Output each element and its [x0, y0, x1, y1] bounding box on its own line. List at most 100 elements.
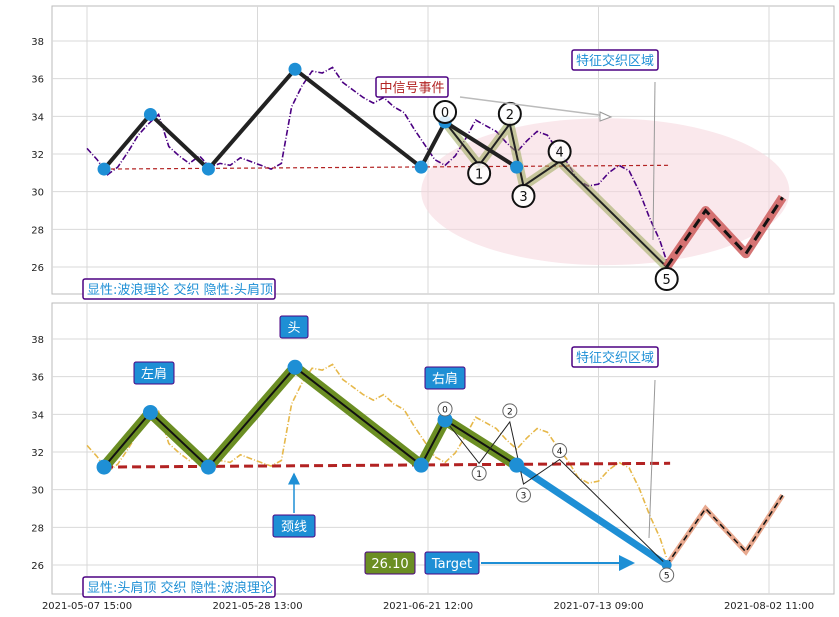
pattern-node — [201, 162, 215, 176]
pattern-node — [287, 359, 303, 375]
event-label-box — [375, 76, 449, 98]
wave-label: 2 — [506, 108, 514, 123]
pattern-node — [143, 107, 157, 121]
top-wave-labels: 0 1 2 3 4 5 — [433, 99, 679, 291]
wave-label: 2 — [507, 407, 513, 417]
pattern-node — [142, 404, 158, 420]
x-tick-label: 2021-06-21 12:00 — [383, 601, 473, 612]
y-tick-label: 38 — [31, 37, 44, 48]
head-label: 头 — [287, 321, 300, 336]
target-label: Target — [431, 557, 472, 572]
wave-label-ring — [659, 567, 675, 583]
wave-label: 0 — [442, 405, 448, 415]
y-tick-label: 28 — [31, 523, 44, 534]
wave-label-ring — [547, 139, 572, 164]
bottom-wave-line — [444, 419, 668, 566]
wave-label-ring — [433, 99, 458, 124]
pattern-node — [509, 457, 525, 473]
right-shoulder-label: 右肩 — [432, 371, 458, 387]
x-tick-label: 2021-05-07 15:00 — [42, 601, 132, 612]
wave-label: 4 — [555, 146, 563, 161]
y-tick-label: 28 — [31, 225, 44, 236]
x-tick-label: 2021-05-28 13:00 — [212, 601, 302, 612]
wave-label-ring — [502, 403, 518, 419]
pattern-node — [661, 560, 672, 570]
bottom-neckline — [104, 461, 671, 469]
y-tick-label: 34 — [31, 410, 44, 421]
wave-label-ring — [511, 184, 536, 209]
y-tick-label: 26 — [31, 263, 44, 274]
top-projection-line — [665, 196, 784, 268]
y-tick-label: 38 — [31, 335, 44, 346]
wave-label-ring — [515, 487, 531, 503]
top-zone-label-box — [571, 49, 659, 71]
y-tick-label: 32 — [31, 150, 44, 161]
pattern-node — [200, 459, 216, 475]
bottom-wave-labels: 0 1 2 3 4 5 — [437, 401, 675, 583]
right-shoulder-box — [424, 366, 466, 390]
price-box — [364, 551, 416, 575]
top-footer-label: 显性:波浪理论 交织 隐性:头肩顶 — [87, 282, 273, 298]
left-shoulder-label: 左肩 — [141, 366, 167, 382]
event-arrow-head — [599, 111, 613, 122]
top-zone-pointer — [652, 81, 656, 241]
x-tick-label: 2021-08-02 11:00 — [724, 601, 814, 612]
event-label: 中信号事件 — [379, 81, 444, 96]
top-zone-label: 特征交织区域 — [576, 53, 654, 69]
wave-label: 5 — [663, 273, 671, 288]
y-tick-label: 34 — [31, 112, 44, 123]
wave-label: 5 — [664, 572, 670, 582]
pattern-node — [96, 459, 112, 475]
pattern-node — [510, 160, 524, 174]
top-neckline — [104, 164, 671, 170]
event-arrow — [459, 96, 608, 117]
wave-label-ring — [467, 161, 492, 186]
bottom-y-axis: 26 28 30 32 34 36 38 — [31, 335, 44, 572]
y-tick-label: 26 — [31, 561, 44, 572]
bottom-footer-box — [82, 576, 276, 598]
price-label: 26.10 — [371, 557, 408, 572]
left-shoulder-box — [133, 361, 175, 385]
y-tick-label: 32 — [31, 448, 44, 459]
head-box — [279, 315, 309, 339]
y-tick-label: 36 — [31, 373, 44, 384]
top-y-axis: 26 28 30 32 34 36 38 — [31, 37, 44, 274]
bottom-final-leg-band — [514, 462, 669, 568]
wave-label: 3 — [521, 492, 527, 502]
pattern-node — [97, 162, 111, 176]
bottom-price-line — [86, 363, 668, 559]
wave-label: 3 — [519, 190, 527, 205]
wave-label: 0 — [441, 106, 449, 121]
bottom-zone-label: 特征交织区域 — [576, 350, 654, 366]
pattern-node — [437, 412, 453, 428]
bottom-zone-label-box — [571, 346, 659, 368]
wave-label-ring — [471, 465, 487, 481]
bottom-pattern-nodes — [96, 359, 672, 570]
pattern-node — [414, 160, 428, 174]
top-footer-box — [82, 278, 276, 300]
top-wave-line — [444, 121, 668, 268]
wave-label-ring — [552, 443, 568, 459]
pattern-node — [413, 457, 429, 473]
neckline-box — [272, 514, 316, 538]
bottom-zone-pointer — [648, 379, 656, 539]
neckline-label: 颈线 — [281, 520, 307, 535]
pattern-node — [288, 62, 302, 76]
wave-label-ring — [437, 401, 453, 417]
x-tick-label: 2021-07-13 09:00 — [553, 601, 643, 612]
bottom-plot-area — [51, 302, 835, 595]
y-tick-label: 30 — [31, 486, 44, 497]
wave-label: 1 — [476, 470, 482, 480]
wave-label-ring — [654, 267, 679, 291]
bottom-footer-label: 显性:头肩顶 交织 隐性:波浪理论 — [87, 580, 273, 596]
y-tick-label: 36 — [31, 75, 44, 86]
target-box — [424, 551, 480, 575]
x-axis: 2021-05-07 15:00 2021-05-28 13:00 2021-06-… — [42, 601, 814, 612]
wave-label: 1 — [475, 167, 483, 182]
y-tick-label: 30 — [31, 188, 44, 199]
bottom-projection-line — [666, 494, 784, 566]
wave-label: 4 — [557, 447, 563, 457]
